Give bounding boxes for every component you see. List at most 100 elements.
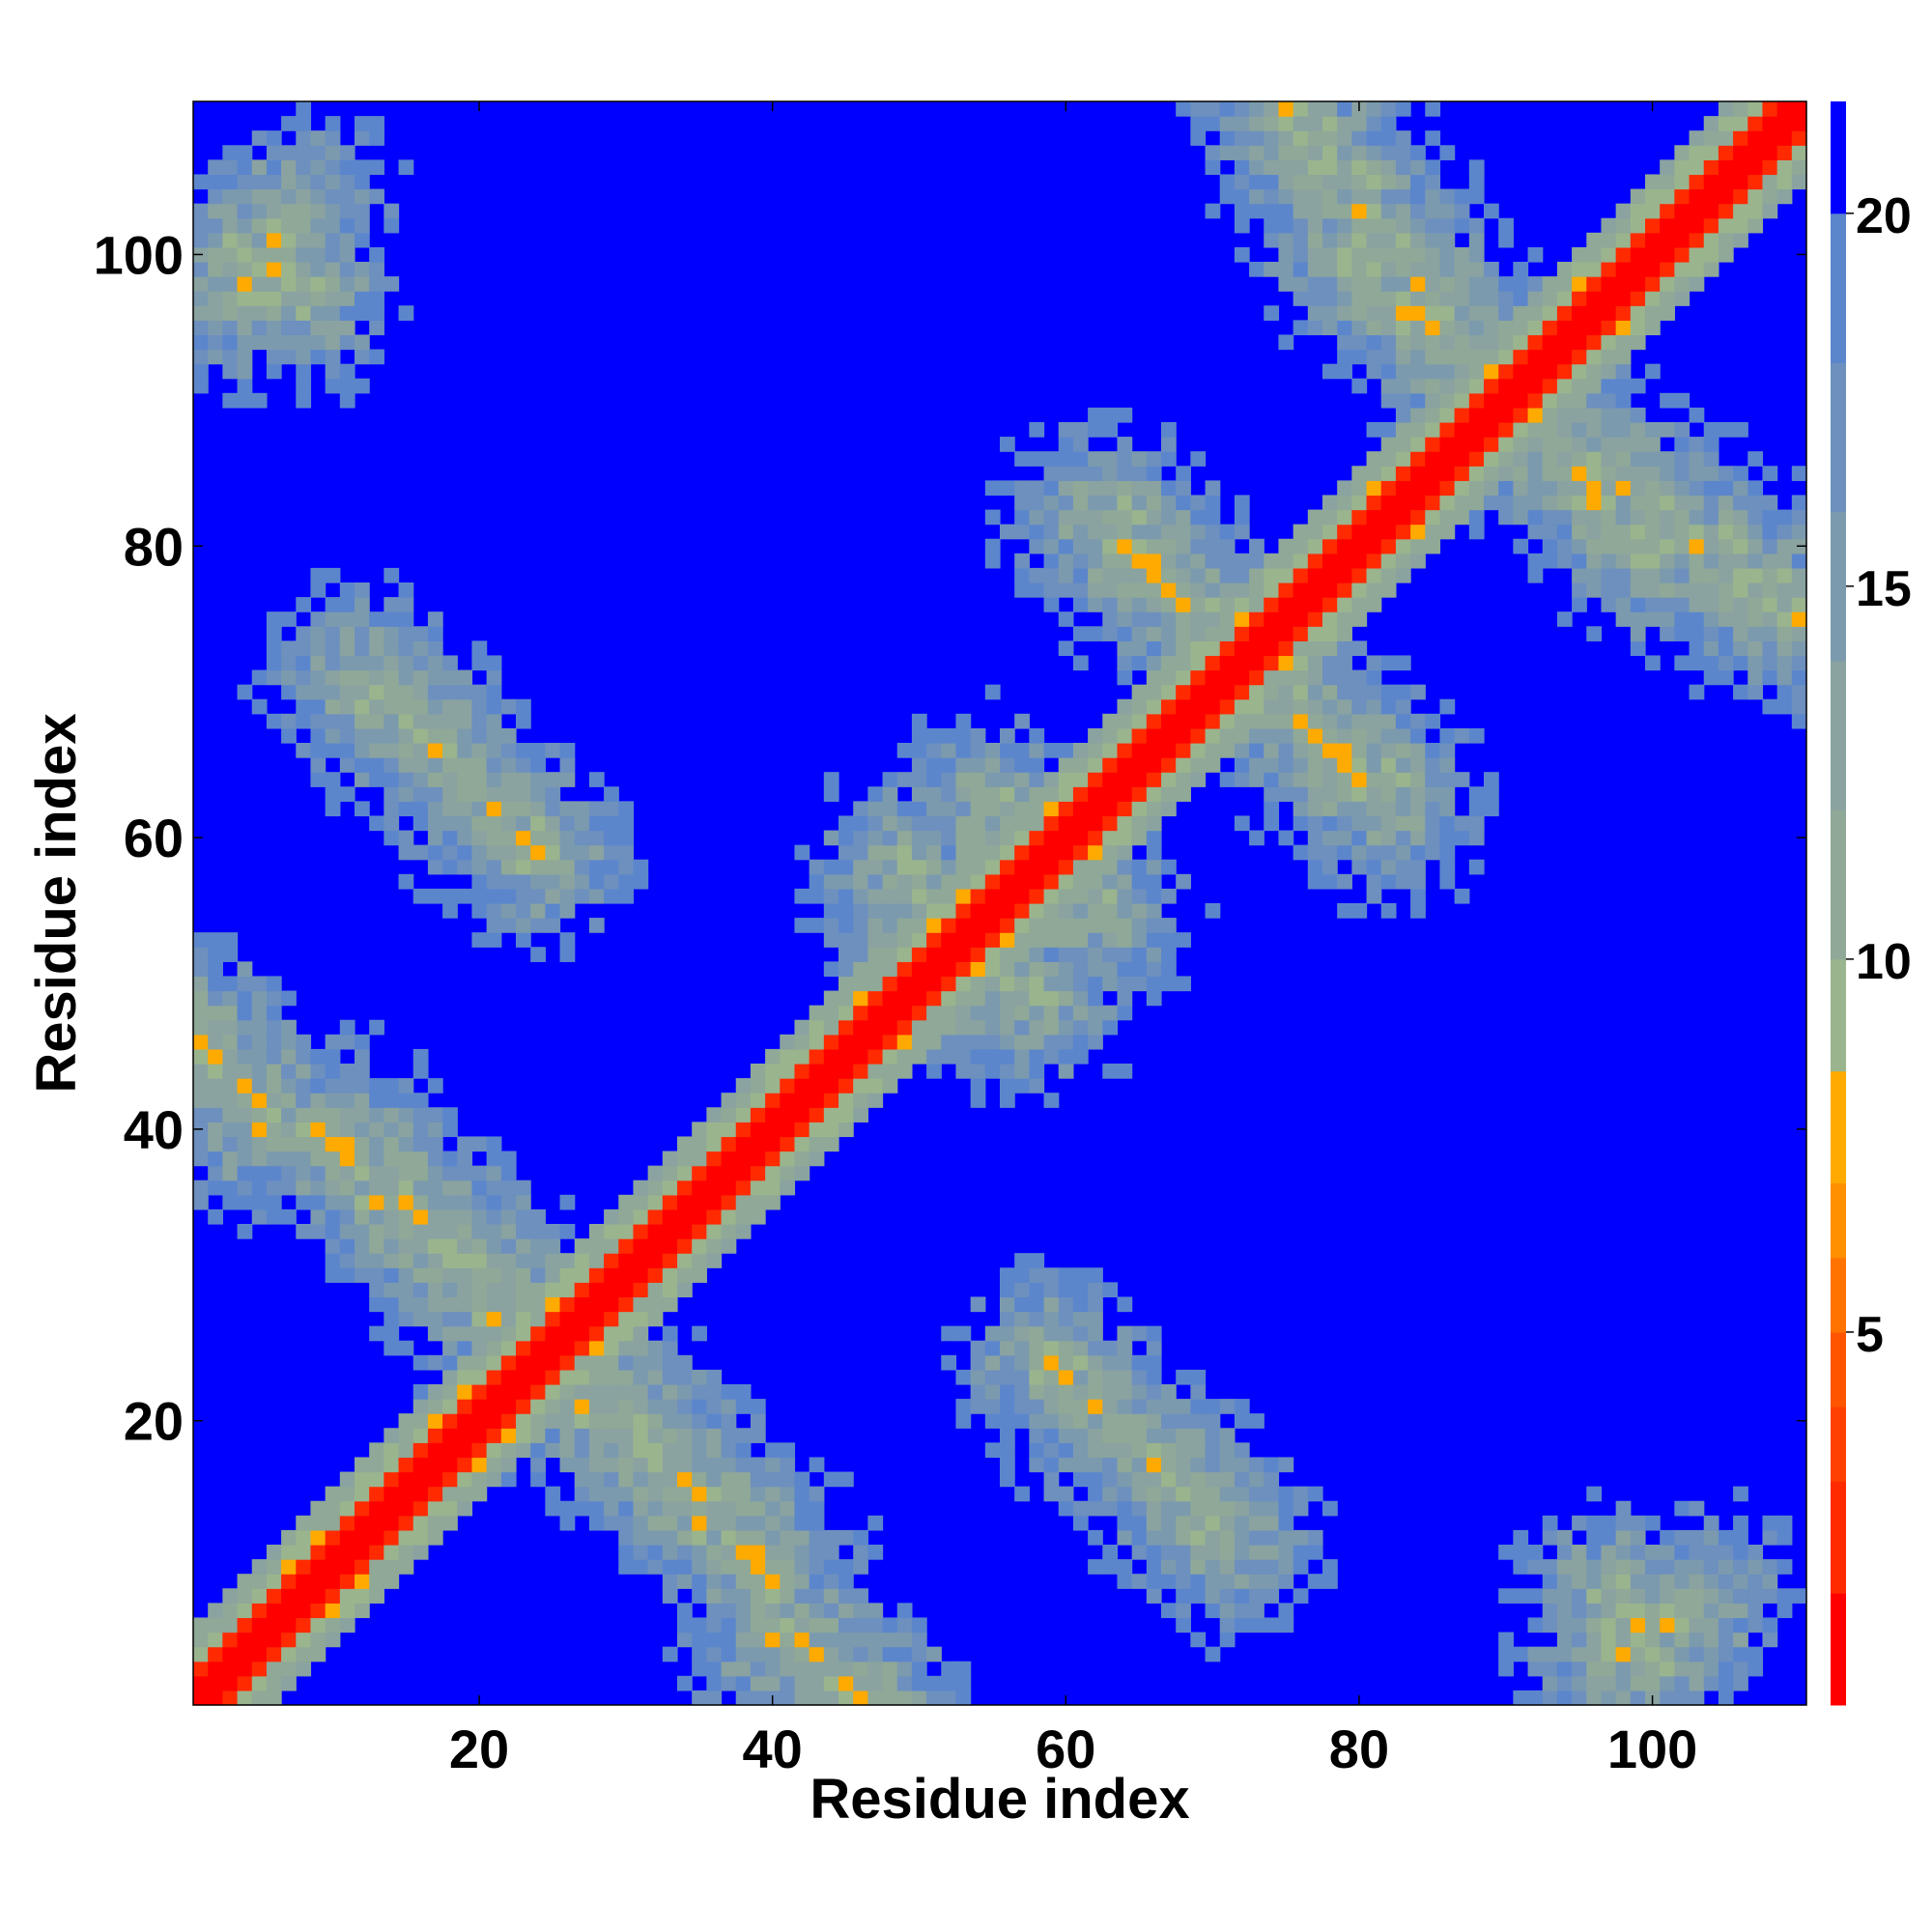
- heatmap-cell: [369, 772, 384, 787]
- heatmap-cell: [1468, 815, 1485, 832]
- heatmap-cell: [1791, 495, 1807, 511]
- heatmap-cell: [442, 830, 458, 846]
- heatmap-cell: [1043, 553, 1060, 569]
- heatmap-cell: [1249, 1603, 1264, 1619]
- heatmap-cell: [1337, 159, 1352, 176]
- heatmap-cell: [545, 1413, 561, 1429]
- heatmap-cell: [325, 1165, 341, 1181]
- heatmap-cell: [1395, 713, 1411, 729]
- heatmap-cell: [1117, 1354, 1133, 1371]
- heatmap-cell: [1351, 553, 1368, 569]
- heatmap-cell: [1161, 655, 1177, 671]
- heatmap-cell: [1176, 582, 1191, 598]
- heatmap-cell: [692, 1325, 707, 1342]
- heatmap-cell: [516, 1253, 531, 1268]
- heatmap-cell: [237, 1588, 253, 1604]
- heatmap-cell: [208, 961, 223, 978]
- heatmap-cell: [1000, 859, 1015, 875]
- heatmap-cell: [1058, 611, 1074, 627]
- heatmap-cell: [193, 932, 209, 948]
- heatmap-cell: [1072, 830, 1089, 846]
- heatmap-cell: [1454, 422, 1470, 438]
- heatmap-cell: [1615, 538, 1632, 554]
- heatmap-cell: [750, 1122, 766, 1138]
- heatmap-cell: [193, 334, 209, 351]
- heatmap-cell: [208, 1136, 223, 1152]
- heatmap-cell: [574, 1442, 590, 1459]
- heatmap-cell: [1601, 509, 1617, 526]
- heatmap-cell: [427, 859, 443, 875]
- heatmap-cell: [1014, 772, 1030, 787]
- heatmap-cell: [1322, 320, 1338, 336]
- heatmap-cell: [1102, 1399, 1119, 1414]
- heatmap-cell: [1776, 145, 1793, 160]
- heatmap-cell: [1630, 640, 1646, 657]
- heatmap-cell: [266, 159, 282, 176]
- heatmap-cell: [427, 1151, 443, 1167]
- heatmap-cell: [1556, 524, 1573, 540]
- heatmap-cell: [1205, 116, 1221, 131]
- heatmap-cell: [1601, 567, 1617, 583]
- heatmap-cell: [251, 1107, 268, 1122]
- heatmap-cell: [1513, 1588, 1529, 1604]
- heatmap-cell: [809, 1107, 825, 1122]
- heatmap-cell: [1703, 1603, 1719, 1619]
- heatmap-cell: [984, 1354, 1001, 1371]
- heatmap-cell: [955, 786, 972, 802]
- heatmap-cell: [1161, 786, 1177, 802]
- heatmap-cell: [1425, 524, 1441, 540]
- heatmap-cell: [1395, 727, 1411, 744]
- heatmap-cell: [867, 859, 884, 875]
- heatmap-cell: [1088, 1457, 1103, 1473]
- heatmap-cell: [926, 990, 942, 1007]
- heatmap-cell: [735, 1675, 752, 1691]
- heatmap-cell: [1645, 246, 1661, 263]
- heatmap-cell: [1498, 291, 1514, 306]
- heatmap-cell: [296, 116, 312, 131]
- heatmap-cell: [1058, 495, 1074, 511]
- heatmap-cell: [1102, 1442, 1119, 1459]
- heatmap-cell: [1660, 480, 1675, 497]
- heatmap-cell: [1234, 553, 1250, 569]
- heatmap-cell: [486, 772, 502, 787]
- heatmap-cell: [412, 1224, 429, 1239]
- heatmap-cell: [1000, 815, 1015, 832]
- heatmap-cell: [647, 1282, 664, 1298]
- heatmap-cell: [1615, 553, 1632, 569]
- heatmap-cell: [1703, 509, 1719, 526]
- heatmap-cell: [1131, 509, 1148, 526]
- heatmap-cell: [281, 145, 297, 160]
- heatmap-cell: [1058, 932, 1074, 948]
- heatmap-cell: [1615, 1646, 1632, 1662]
- heatmap-cell: [633, 1545, 649, 1560]
- heatmap-cell: [500, 743, 517, 758]
- heatmap-cell: [442, 1471, 458, 1488]
- heatmap-cell: [1072, 1515, 1089, 1531]
- heatmap-cell: [1439, 727, 1456, 744]
- heatmap-cell: [1088, 1500, 1103, 1517]
- heatmap-cell: [1791, 611, 1807, 627]
- heatmap-cell: [1131, 524, 1148, 540]
- heatmap-cell: [1278, 203, 1294, 219]
- heatmap-cell: [486, 1442, 502, 1459]
- heatmap-cell: [677, 1282, 693, 1298]
- heatmap-cell: [1058, 437, 1074, 452]
- heatmap-cell: [1572, 597, 1587, 612]
- heatmap-cell: [281, 174, 297, 190]
- heatmap-cell: [339, 1107, 355, 1122]
- heatmap-cell: [1293, 684, 1309, 700]
- heatmap-cell: [1366, 786, 1382, 802]
- heatmap-cell: [1630, 567, 1646, 583]
- heatmap-cell: [809, 1617, 825, 1634]
- heatmap-cell: [1205, 1559, 1221, 1575]
- heatmap-cell: [355, 727, 370, 744]
- heatmap-cell: [721, 1471, 737, 1488]
- heatmap-cell: [604, 873, 619, 890]
- heatmap-cell: [1234, 757, 1250, 773]
- heatmap-cell: [1249, 640, 1264, 657]
- heatmap-cell: [1660, 392, 1675, 409]
- heatmap-cell: [530, 1413, 546, 1429]
- heatmap-cell: [1425, 130, 1441, 146]
- heatmap-cell: [647, 1267, 664, 1283]
- heatmap-cell: [1264, 1588, 1280, 1604]
